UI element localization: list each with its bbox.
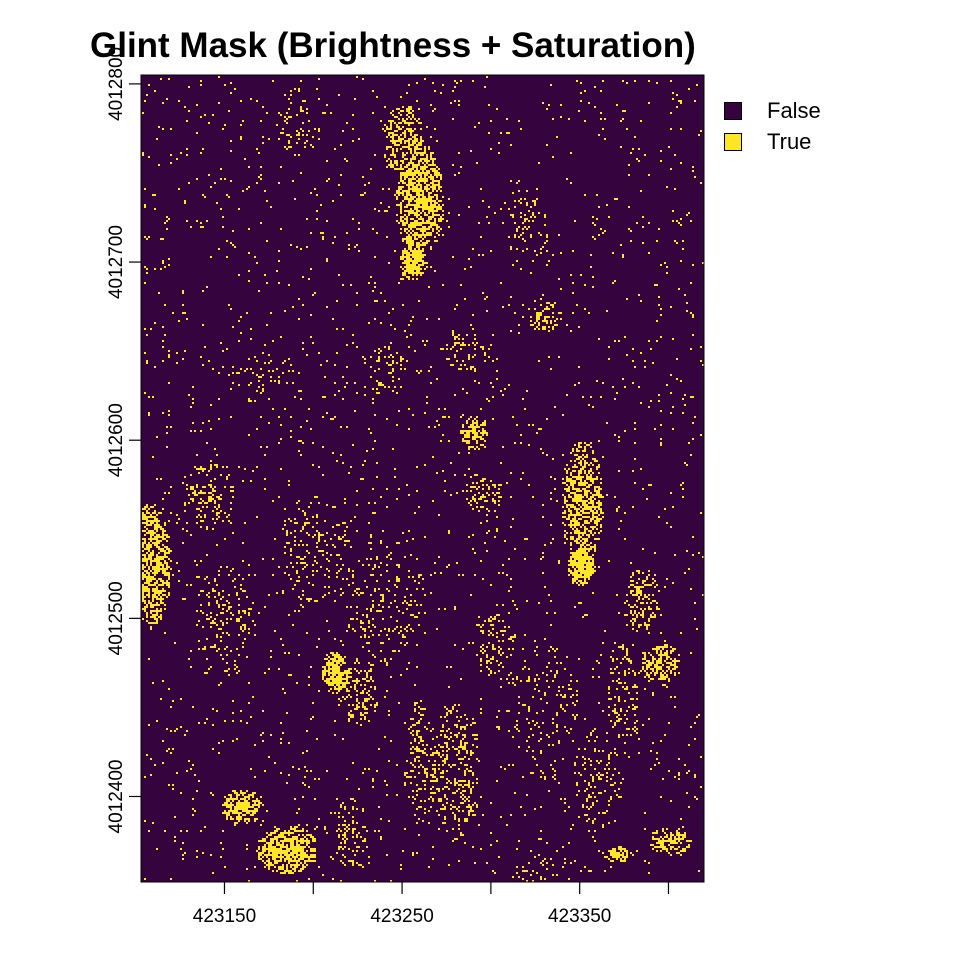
y-tick-label: 4012800 [106,47,127,121]
y-axis: 4012400 4012500 4012600 4012700 4012800 [106,47,141,834]
legend: False True [724,95,821,157]
glint-mask-raster [141,75,704,882]
x-tick-label: 423150 [193,906,256,927]
x-tick-label: 423250 [370,906,433,927]
glint-true-pixels [142,76,704,882]
legend-label-true: True [767,128,812,154]
legend-label-false: False [767,97,821,123]
legend-swatch-false [724,101,742,120]
x-axis: 423150 423250 423350 [193,882,670,927]
y-tick-label: 4012400 [106,760,127,834]
legend-item-true: True [724,126,821,157]
chart-title: Glint Mask (Brightness + Saturation) [90,26,696,65]
glint-pixels [142,76,704,882]
legend-swatch-true [724,132,742,151]
y-tick-label: 4012500 [106,581,127,655]
legend-item-false: False [724,95,821,126]
x-tick-label: 423350 [548,906,611,927]
y-tick-label: 4012600 [106,403,127,477]
plot-frame [140,74,705,883]
y-tick-label: 4012700 [106,225,127,299]
